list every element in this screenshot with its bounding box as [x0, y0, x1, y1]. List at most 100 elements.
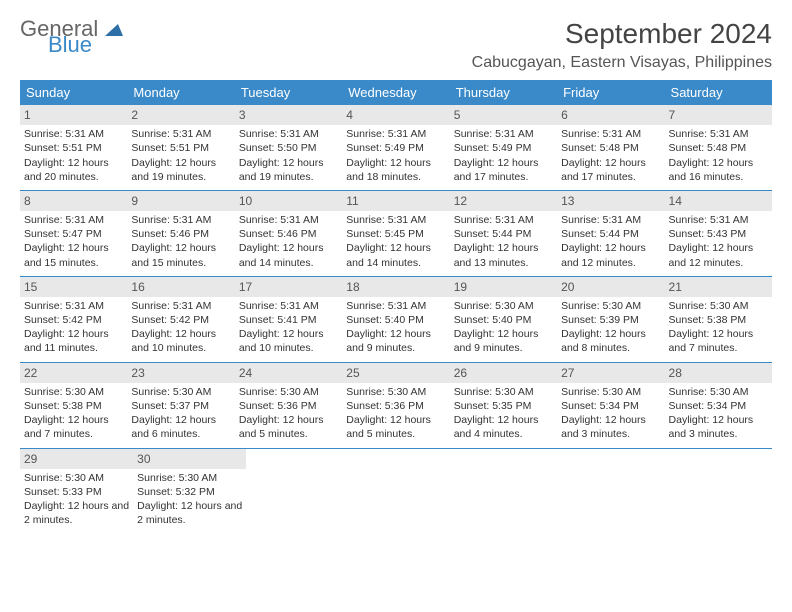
day-number-band: 17: [235, 277, 342, 297]
sunrise-text: Sunrise: 5:30 AM: [669, 299, 768, 313]
day-number-band: 24: [235, 363, 342, 383]
day-cell: 8Sunrise: 5:31 AMSunset: 5:47 PMDaylight…: [20, 191, 127, 276]
daylight-text: Daylight: 12 hours and 6 minutes.: [131, 413, 230, 441]
day-number: 3: [239, 108, 246, 122]
day-cell: 28Sunrise: 5:30 AMSunset: 5:34 PMDayligh…: [665, 363, 772, 448]
sunrise-text: Sunrise: 5:30 AM: [24, 385, 123, 399]
day-number: 25: [346, 366, 359, 380]
day-number: 10: [239, 194, 252, 208]
daylight-text: Daylight: 12 hours and 5 minutes.: [346, 413, 445, 441]
day-headers-row: SundayMondayTuesdayWednesdayThursdayFrid…: [20, 80, 772, 105]
day-number: 22: [24, 366, 37, 380]
sunrise-text: Sunrise: 5:30 AM: [454, 299, 553, 313]
day-cell: 2 Sunrise: 5:31 AMSunset: 5:51 PMDaylight…: [127, 105, 234, 190]
sunrise-text: Sunrise: 5:31 AM: [561, 127, 660, 141]
day-header: Saturday: [665, 80, 772, 105]
sunset-text: Sunset: 5:38 PM: [24, 399, 123, 413]
daylight-text: Daylight: 12 hours and 2 minutes.: [24, 499, 129, 527]
sunset-text: Sunset: 5:46 PM: [131, 227, 230, 241]
sunrise-text: Sunrise: 5:31 AM: [346, 127, 445, 141]
day-number-band: 15: [20, 277, 127, 297]
daylight-text: Daylight: 12 hours and 17 minutes.: [561, 156, 660, 184]
sunset-text: Sunset: 5:43 PM: [669, 227, 768, 241]
day-number-band: 25: [342, 363, 449, 383]
day-cell: 13Sunrise: 5:31 AMSunset: 5:44 PMDayligh…: [557, 191, 664, 276]
day-header: Tuesday: [235, 80, 342, 105]
weeks-container: 1Sunrise: 5:31 AMSunset: 5:51 PMDaylight…: [20, 105, 772, 533]
day-cell: 9Sunrise: 5:31 AMSunset: 5:46 PMDaylight…: [127, 191, 234, 276]
day-number: 26: [454, 366, 467, 380]
day-number: 5: [454, 108, 461, 122]
daylight-text: Daylight: 12 hours and 8 minutes.: [561, 327, 660, 355]
sunrise-text: Sunrise: 5:31 AM: [669, 127, 768, 141]
sunrise-text: Sunrise: 5:31 AM: [239, 299, 338, 313]
daylight-text: Daylight: 12 hours and 7 minutes.: [24, 413, 123, 441]
sunrise-text: Sunrise: 5:31 AM: [131, 127, 230, 141]
day-number-band: 9: [127, 191, 234, 211]
sunrise-text: Sunrise: 5:31 AM: [561, 213, 660, 227]
day-number-band: 22: [20, 363, 127, 383]
sunset-text: Sunset: 5:39 PM: [561, 313, 660, 327]
day-number-band: 28: [665, 363, 772, 383]
day-number: 14: [669, 194, 682, 208]
week-row: 8Sunrise: 5:31 AMSunset: 5:47 PMDaylight…: [20, 191, 772, 277]
sunset-text: Sunset: 5:34 PM: [561, 399, 660, 413]
sunset-text: Sunset: 5:36 PM: [346, 399, 445, 413]
week-row: 15 Sunrise: 5:31 AM Sunset: 5:42 PM Dayligh…: [20, 277, 772, 363]
day-cell: 18Sunrise: 5:31 AMSunset: 5:40 PMDayligh…: [342, 277, 449, 362]
day-number-band: 4: [342, 105, 449, 125]
month-title: September 2024: [472, 18, 772, 50]
day-number: 23: [131, 366, 144, 380]
day-number-band: 8: [20, 191, 127, 211]
day-number-band: 30: [133, 449, 246, 469]
daylight-text: Daylight: 12 hours and 12 minutes.: [669, 241, 768, 269]
week-row: 1Sunrise: 5:31 AMSunset: 5:51 PMDaylight…: [20, 105, 772, 191]
day-number: 2: [131, 108, 138, 122]
day-number-band: 14: [665, 191, 772, 211]
day-header: Sunday: [20, 80, 127, 105]
day-number: 7: [669, 108, 676, 122]
sunset-text: Sunset: 5:46 PM: [239, 227, 338, 241]
sunset-text: Sunset: 5:45 PM: [346, 227, 445, 241]
sunrise-text: Sunrise: 5:31 AM: [239, 127, 338, 141]
sunrise-text: Sunrise: 5:31 AM: [131, 213, 230, 227]
day-header: Friday: [557, 80, 664, 105]
day-cell: 7Sunrise: 5:31 AMSunset: 5:48 PMDaylight…: [665, 105, 772, 190]
day-number-band: 3: [235, 105, 342, 125]
day-number: 21: [669, 280, 682, 294]
sunrise-text: Sunrise: 5:30 AM: [24, 471, 129, 485]
day-number-band: 29: [20, 449, 133, 469]
daylight-text: Daylight: 12 hours and 17 minutes.: [454, 156, 553, 184]
daylight-text: Daylight: 12 hours and 13 minutes.: [454, 241, 553, 269]
day-number-band: 12: [450, 191, 557, 211]
sunset-text: Sunset: 5:34 PM: [669, 399, 768, 413]
day-number: 30: [137, 452, 150, 466]
sunrise-text: Sunrise: 5:30 AM: [454, 385, 553, 399]
sunset-text: Sunset: 5:37 PM: [131, 399, 230, 413]
day-number-band: 11: [342, 191, 449, 211]
sunset-text: Sunset: 5:33 PM: [24, 485, 129, 499]
day-number: 6: [561, 108, 568, 122]
sunset-text: Sunset: 5:36 PM: [239, 399, 338, 413]
daylight-text: Daylight: 12 hours and 16 minutes.: [669, 156, 768, 184]
sunset-text: Sunset: 5:51 PM: [131, 141, 230, 155]
calendar: SundayMondayTuesdayWednesdayThursdayFrid…: [20, 80, 772, 533]
empty-cell: [351, 449, 456, 534]
sunrise-text: Sunrise: 5:30 AM: [346, 385, 445, 399]
day-number: 1: [24, 108, 31, 122]
day-number-band: 19: [450, 277, 557, 297]
day-header: Wednesday: [342, 80, 449, 105]
day-cell: 27Sunrise: 5:30 AMSunset: 5:34 PMDayligh…: [557, 363, 664, 448]
day-number: 8: [24, 194, 31, 208]
empty-cell: [667, 449, 772, 534]
empty-cell: [562, 449, 667, 534]
day-number-band: 23: [127, 363, 234, 383]
logo: General Blue: [20, 18, 123, 56]
empty-cell: [457, 449, 562, 534]
daylight-text: Daylight: 12 hours and 19 minutes.: [131, 156, 230, 184]
sunrise-text: Sunrise: 5:31 AM: [346, 299, 445, 313]
day-number-band: 26: [450, 363, 557, 383]
sunset-text: Sunset: 5:42 PM: [131, 313, 230, 327]
day-number-band: 21: [665, 277, 772, 297]
day-cell: 1Sunrise: 5:31 AMSunset: 5:51 PMDaylight…: [20, 105, 127, 190]
